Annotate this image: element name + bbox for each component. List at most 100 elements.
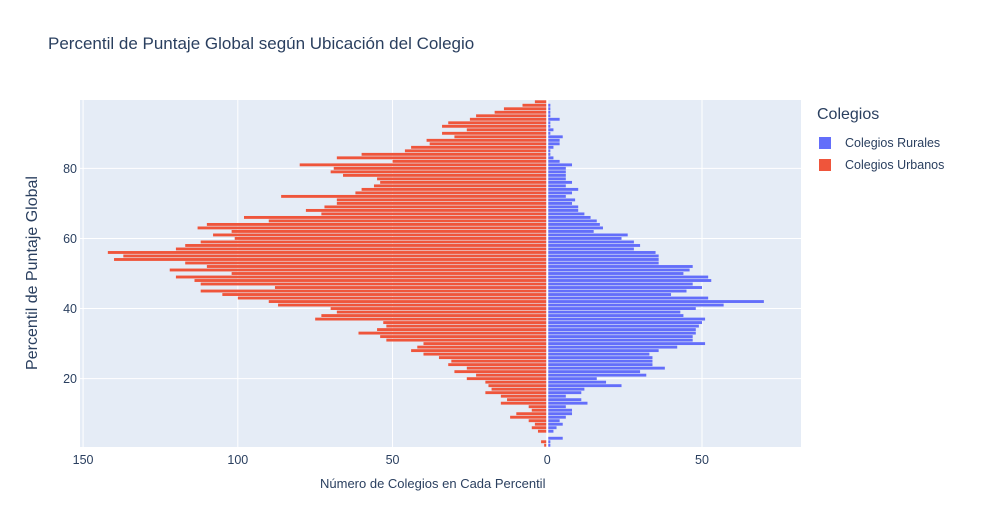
bar-urbanos[interactable] xyxy=(200,282,548,286)
bar-urbanos[interactable] xyxy=(522,103,548,107)
bar-rurales[interactable] xyxy=(547,342,706,346)
bar-urbanos[interactable] xyxy=(510,415,548,419)
bar-rurales[interactable] xyxy=(547,226,603,230)
bar-rurales[interactable] xyxy=(547,233,628,237)
bar-rurales[interactable] xyxy=(547,177,566,181)
bar-urbanos[interactable] xyxy=(466,377,548,381)
bar-rurales[interactable] xyxy=(547,247,634,251)
bar-urbanos[interactable] xyxy=(324,205,548,209)
bar-rurales[interactable] xyxy=(547,275,709,279)
bar-urbanos[interactable] xyxy=(123,254,548,258)
bar-urbanos[interactable] xyxy=(423,342,548,346)
bar-urbanos[interactable] xyxy=(423,352,548,356)
bar-rurales[interactable] xyxy=(547,303,724,307)
bar-rurales[interactable] xyxy=(547,215,591,219)
bar-urbanos[interactable] xyxy=(442,131,548,135)
bar-urbanos[interactable] xyxy=(417,345,548,349)
bar-rurales[interactable] xyxy=(547,230,594,233)
bar-rurales[interactable] xyxy=(547,359,653,363)
bar-urbanos[interactable] xyxy=(315,317,548,321)
bar-urbanos[interactable] xyxy=(448,363,548,367)
bar-rurales[interactable] xyxy=(547,268,690,272)
bar-rurales[interactable] xyxy=(547,394,566,398)
bar-urbanos[interactable] xyxy=(274,286,548,289)
bar-urbanos[interactable] xyxy=(534,100,548,104)
bar-rurales[interactable] xyxy=(547,152,551,156)
bar-rurales[interactable] xyxy=(547,286,702,289)
bar-rurales[interactable] xyxy=(547,321,702,325)
bar-rurales[interactable] xyxy=(547,251,656,254)
bar-rurales[interactable] xyxy=(547,370,641,374)
bar-rurales[interactable] xyxy=(547,240,634,244)
bar-rurales[interactable] xyxy=(547,282,693,286)
bar-urbanos[interactable] xyxy=(386,324,548,328)
bar-rurales[interactable] xyxy=(547,408,573,412)
bar-rurales[interactable] xyxy=(547,135,563,139)
bar-urbanos[interactable] xyxy=(237,296,548,300)
bar-rurales[interactable] xyxy=(547,194,566,198)
bar-rurales[interactable] xyxy=(547,300,764,303)
bar-urbanos[interactable] xyxy=(185,244,548,247)
bar-urbanos[interactable] xyxy=(336,198,548,202)
bar-rurales[interactable] xyxy=(547,131,551,135)
bar-rurales[interactable] xyxy=(547,166,566,170)
bar-urbanos[interactable] xyxy=(392,159,548,163)
bar-rurales[interactable] xyxy=(547,237,622,240)
bar-urbanos[interactable] xyxy=(107,251,548,254)
bar-urbanos[interactable] xyxy=(531,408,548,412)
bar-rurales[interactable] xyxy=(547,440,551,444)
bar-urbanos[interactable] xyxy=(321,212,548,216)
bar-urbanos[interactable] xyxy=(454,370,548,374)
bar-rurales[interactable] xyxy=(547,377,597,381)
bar-urbanos[interactable] xyxy=(466,366,548,370)
bar-urbanos[interactable] xyxy=(531,426,548,430)
bar-urbanos[interactable] xyxy=(321,314,548,317)
bar-rurales[interactable] xyxy=(547,363,653,367)
bar-rurales[interactable] xyxy=(547,149,551,153)
bar-rurales[interactable] xyxy=(547,265,693,268)
bar-rurales[interactable] xyxy=(547,331,696,335)
bar-urbanos[interactable] xyxy=(383,321,548,325)
bar-urbanos[interactable] xyxy=(494,110,548,114)
bar-urbanos[interactable] xyxy=(386,338,548,342)
bar-rurales[interactable] xyxy=(547,310,681,314)
bar-rurales[interactable] xyxy=(547,384,622,388)
bar-rurales[interactable] xyxy=(547,184,566,188)
bar-rurales[interactable] xyxy=(547,205,579,209)
bar-rurales[interactable] xyxy=(547,254,659,258)
bar-rurales[interactable] xyxy=(547,128,554,132)
bar-urbanos[interactable] xyxy=(175,275,548,279)
bar-urbanos[interactable] xyxy=(175,247,548,251)
bar-rurales[interactable] xyxy=(547,180,573,184)
bar-rurales[interactable] xyxy=(547,170,566,174)
bar-urbanos[interactable] xyxy=(469,117,548,121)
bar-rurales[interactable] xyxy=(547,293,672,296)
bar-rurales[interactable] xyxy=(547,142,560,146)
bar-rurales[interactable] xyxy=(547,244,641,247)
bar-rurales[interactable] xyxy=(547,279,712,282)
bar-rurales[interactable] xyxy=(547,258,659,261)
bar-rurales[interactable] xyxy=(547,307,696,310)
bar-rurales[interactable] xyxy=(547,187,579,191)
bar-urbanos[interactable] xyxy=(299,163,548,167)
bar-urbanos[interactable] xyxy=(476,373,548,377)
bar-urbanos[interactable] xyxy=(528,419,548,423)
bar-rurales[interactable] xyxy=(547,314,684,317)
bar-rurales[interactable] xyxy=(547,401,588,405)
bar-rurales[interactable] xyxy=(547,296,709,300)
bar-urbanos[interactable] xyxy=(503,107,548,111)
bar-urbanos[interactable] xyxy=(278,303,548,307)
bar-urbanos[interactable] xyxy=(442,124,548,128)
bar-urbanos[interactable] xyxy=(281,194,548,198)
bar-rurales[interactable] xyxy=(547,198,576,202)
bar-urbanos[interactable] xyxy=(206,265,548,268)
bar-urbanos[interactable] xyxy=(200,240,548,244)
bar-urbanos[interactable] xyxy=(500,401,548,405)
bar-urbanos[interactable] xyxy=(222,293,548,296)
bar-urbanos[interactable] xyxy=(206,222,548,226)
bar-rurales[interactable] xyxy=(547,191,573,195)
bar-rurales[interactable] xyxy=(547,412,573,416)
legend-item-rurales[interactable]: Colegios Rurales xyxy=(817,132,944,154)
bar-rurales[interactable] xyxy=(547,156,554,160)
bar-urbanos[interactable] xyxy=(534,422,548,426)
